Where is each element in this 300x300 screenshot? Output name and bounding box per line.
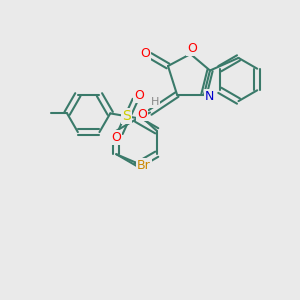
Text: O: O xyxy=(141,47,150,61)
Text: O: O xyxy=(134,89,144,102)
Text: O: O xyxy=(112,131,122,144)
Text: O: O xyxy=(137,107,147,121)
Text: S: S xyxy=(122,109,130,123)
Text: N: N xyxy=(205,89,214,103)
Text: H: H xyxy=(151,97,159,107)
Text: O: O xyxy=(187,42,197,55)
Text: Br: Br xyxy=(137,159,151,172)
